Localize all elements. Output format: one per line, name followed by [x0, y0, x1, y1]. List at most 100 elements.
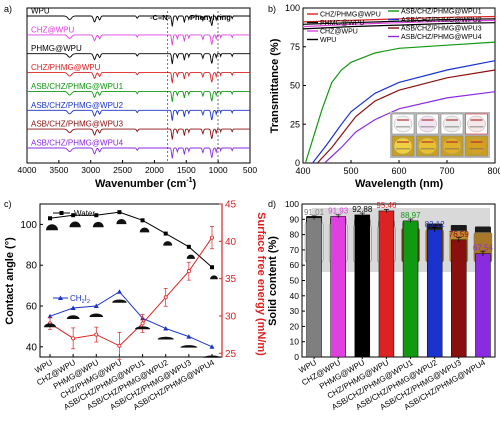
- surface-energy-point: [117, 343, 122, 348]
- ch2i2-point: [209, 344, 215, 349]
- water-droplet-icon: [210, 275, 218, 280]
- contact-angle-y-tick-label: 40: [26, 342, 38, 353]
- ftir-series-label: CHZ/PHMG@WPU: [31, 63, 101, 72]
- transmittance-curve: [302, 22, 496, 30]
- film-sample: [418, 137, 437, 155]
- water-point: [48, 216, 52, 221]
- panel-letter-a: a): [4, 4, 12, 14]
- film-sample: [442, 115, 462, 133]
- ch2i2-point: [93, 303, 99, 308]
- contact-angle-y-tick-label: 80: [26, 261, 38, 272]
- ch2i2-line: [49, 291, 213, 348]
- ch2i2-part-2: 2: [82, 299, 85, 305]
- panel-letter-c: c): [4, 199, 12, 209]
- solid-content-value-label: 88.97: [401, 211, 422, 220]
- water-point: [117, 210, 122, 215]
- solid-content-bar: [402, 220, 419, 358]
- ch2i2-point: [47, 313, 53, 319]
- droplet-icons: [44, 219, 221, 358]
- solid-content-value-label: 91.93: [328, 206, 349, 215]
- film-text-stripe: [470, 119, 483, 121]
- film-text-stripe: [421, 119, 434, 121]
- film-text-stripe: [396, 148, 410, 150]
- film-text-stripe: [397, 141, 409, 143]
- solid-content-y-tick-label: 100: [285, 199, 299, 209]
- transmittance-curve: [304, 41, 496, 164]
- film-sample: [467, 115, 486, 133]
- ftir-spectrum-line: [27, 128, 250, 140]
- transmittance-y-tick-label: 75: [290, 42, 300, 52]
- contact-angle-legend: Water CH2I2: [53, 209, 95, 305]
- transmittance-x-axis-label: Wavelength (nm): [355, 178, 444, 190]
- ch2i2-droplet-icon: [203, 355, 221, 358]
- ftir-spectrum-line: [27, 147, 250, 159]
- film-text-stripe: [396, 126, 410, 128]
- ftir-series-label: ASB/CHZ/PHMG@WPU2: [31, 101, 124, 110]
- transmittance-legend-label: WPU: [320, 37, 336, 44]
- surface-energy-y-axis-label: Surface free energy (mN/m): [255, 212, 267, 356]
- film-text-stripe: [446, 141, 458, 143]
- water-droplet-icon: [116, 219, 127, 225]
- ch2i2-point: [116, 289, 122, 294]
- water-droplet-icon: [92, 221, 104, 228]
- ch2i2-part-4: 2: [87, 299, 90, 305]
- solid-content-value-label: 83.12: [425, 220, 446, 229]
- ch2i2-droplet-icon: [157, 336, 174, 340]
- ch2i2-part-1: CH: [70, 294, 82, 303]
- legend-water-marker: [59, 211, 64, 215]
- film-sample: [467, 137, 486, 155]
- transmittance-curve: [302, 18, 496, 25]
- legend-ch2i2-label: CH2I2: [70, 294, 90, 305]
- film-text-stripe: [420, 148, 435, 150]
- water-droplet-icon: [46, 224, 58, 231]
- ftir-spectrum-line: [27, 90, 250, 102]
- ftir-x-ticks: 4000 3500 3000 2500 2000 1500 1000 500: [18, 160, 257, 175]
- film-sample: [393, 115, 413, 133]
- water-droplet-icon: [186, 254, 196, 259]
- solid-content-y-tick-label: 90: [290, 214, 300, 224]
- ch2i2-droplet-icon: [134, 326, 151, 330]
- film-text-stripe: [421, 141, 434, 143]
- transmittance-legend-label: PHMG@WPU: [320, 20, 364, 27]
- vial-cap: [474, 226, 491, 234]
- contact-angle-y-tick-label: 100: [20, 220, 37, 231]
- surface-energy-point: [209, 235, 214, 240]
- ch2i2-droplet-icon: [44, 323, 56, 328]
- vial-cap: [450, 225, 467, 232]
- film-text-stripe: [469, 148, 484, 150]
- transmittance-curve: [302, 19, 496, 28]
- legend-water-label: Water: [74, 209, 95, 218]
- ch2i2-point: [70, 305, 76, 311]
- ftir-spectra: [27, 15, 250, 159]
- contact-angle-series: [47, 210, 215, 360]
- water-point: [71, 213, 76, 218]
- solid-content-panel: 0 10 20 30 40 50 60 70 80 90 100 91.01 91.93 92.88 95…: [267, 199, 496, 412]
- surface-energy-y-tick-label: 45: [225, 200, 237, 211]
- ftir-plot-frame: [26, 7, 251, 164]
- film-text-stripe: [397, 119, 409, 121]
- transmittance-x-tick-label: 800: [487, 166, 500, 176]
- ftir-x-axis-label: Wavenumber (cm-1): [95, 177, 197, 190]
- transmittance-y-axis-label: Transmittance (%): [269, 38, 281, 133]
- ftir-series-label: ASB/CHZ/PHMG@WPU4: [31, 139, 124, 148]
- transmittance-y-tick-label: 25: [290, 119, 300, 129]
- solid-content-value-label: 76.59: [449, 230, 470, 239]
- transmittance-panel: 400 500 600 700 800 0 25 50 75 100 CHZ/PHMG@WPUPH…: [269, 3, 500, 190]
- solid-content-value-label: 67.54: [473, 244, 494, 253]
- transmittance-legend-label: CHZ@WPU: [320, 29, 358, 36]
- ftir-x-tick-label: 3500: [49, 165, 68, 175]
- transmittance-curve: [312, 60, 496, 164]
- water-droplet-icon: [163, 241, 173, 246]
- transmittance-y-tick-label: 100: [285, 3, 300, 13]
- ftir-x-tick-label: 2500: [113, 165, 132, 175]
- solid-content-bar: [475, 253, 491, 358]
- transmittance-legend-label: ASB/CHZ/PHMG@WPU2: [401, 17, 482, 24]
- solid-content-y-tick-label: 10: [290, 337, 300, 347]
- ch2i2-part-3: I: [85, 294, 87, 303]
- surface-energy-y-tick-label: 35: [225, 274, 237, 285]
- film-sample: [418, 115, 437, 133]
- transmittance-ticks: 400 500 600 700 800 0 25 50 75 100: [285, 3, 500, 176]
